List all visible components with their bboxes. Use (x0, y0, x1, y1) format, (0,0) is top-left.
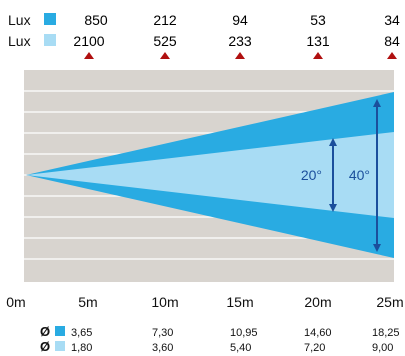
diameter-value: 3,65 (71, 327, 92, 339)
lux-value: 84 (384, 33, 400, 49)
diameter-symbol: Ø (40, 324, 50, 339)
lux-value: 53 (310, 12, 326, 28)
distance-label: 20m (304, 294, 331, 310)
marker-triangle (313, 52, 323, 59)
diameter-value: 5,40 (230, 342, 251, 354)
lux-value: 94 (232, 12, 248, 28)
distance-label: 0m (6, 294, 25, 310)
angle-20-label: 20° (301, 167, 322, 183)
diameter-value: 7,20 (304, 342, 325, 354)
lux-label: Lux (8, 33, 31, 49)
marker-triangle (160, 52, 170, 59)
angle-40-label: 40° (349, 167, 370, 183)
diameter-value: 1,80 (71, 342, 92, 354)
angle-40-indicator: 40° (349, 99, 381, 252)
distance-label: 25m (376, 294, 403, 310)
marker-triangle (235, 52, 245, 59)
lux-value: 212 (153, 12, 177, 28)
diameter-value: 3,60 (152, 342, 173, 354)
lux-swatch-dark (44, 13, 56, 25)
distance-label: 5m (78, 294, 97, 310)
diameter-table: Ø 3,65 7,30 10,95 14,60 18,25 Ø 1,80 3,6… (40, 324, 400, 354)
lux-value: 34 (384, 12, 400, 28)
lux-row-2: Lux 2100 525 233 131 84 (8, 33, 400, 49)
marker-triangle (84, 52, 94, 59)
lux-row-1: Lux 850 212 94 53 34 (8, 12, 400, 28)
diameter-row-1: Ø 3,65 7,30 10,95 14,60 18,25 (40, 324, 400, 339)
distance-markers (84, 52, 397, 59)
diameter-swatch-dark (55, 326, 65, 336)
distance-label: 10m (151, 294, 178, 310)
beam-20-degree (26, 132, 394, 218)
lux-header: Lux 850 212 94 53 34 Lux 2100 525 233 13… (8, 12, 400, 59)
diameter-swatch-light (55, 341, 65, 351)
lux-label: Lux (8, 12, 31, 28)
diameter-value: 18,25 (372, 327, 400, 339)
lux-value: 131 (306, 33, 330, 49)
lux-value: 2100 (73, 33, 104, 49)
marker-triangle (387, 52, 397, 59)
diameter-value: 10,95 (230, 327, 258, 339)
lux-value: 233 (228, 33, 252, 49)
lux-value: 850 (84, 12, 108, 28)
diameter-row-2: Ø 1,80 3,60 5,40 7,20 9,00 (40, 339, 393, 354)
lux-value: 525 (153, 33, 177, 49)
lux-swatch-light (44, 34, 56, 46)
distance-axis: 0m 5m 10m 15m 20m 25m (6, 294, 403, 310)
diameter-value: 7,30 (152, 327, 173, 339)
angle-20-indicator: 20° (301, 138, 337, 212)
distance-label: 15m (226, 294, 253, 310)
diameter-value: 9,00 (372, 342, 393, 354)
diameter-value: 14,60 (304, 327, 332, 339)
diameter-symbol: Ø (40, 339, 50, 354)
